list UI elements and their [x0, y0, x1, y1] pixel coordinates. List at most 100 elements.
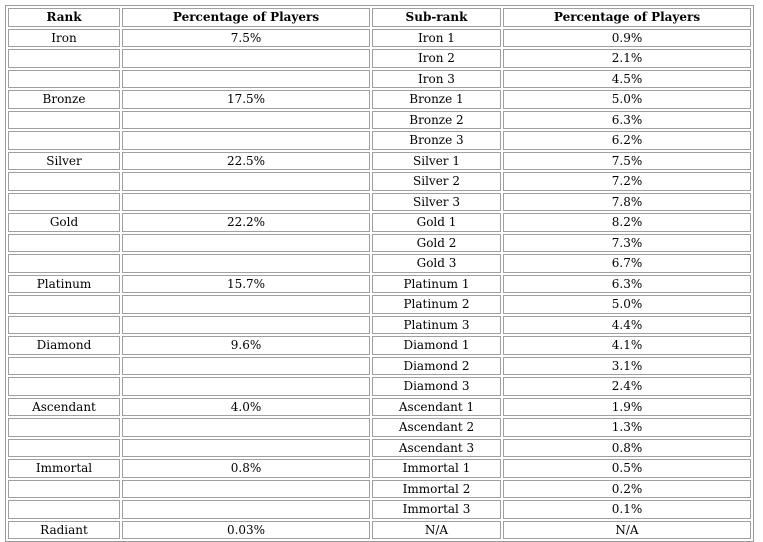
header-row: Rank Percentage of Players Sub-rank Perc…	[8, 8, 751, 27]
rank-cell	[8, 418, 120, 437]
sub-rank-cell: Immortal 3	[372, 500, 501, 519]
sub-rank-cell: Ascendant 1	[372, 397, 501, 416]
rank-cell: Diamond	[8, 336, 120, 355]
sub-rank-percentage-cell: 4.5%	[503, 69, 751, 88]
sub-rank-cell: Immortal 1	[372, 459, 501, 478]
table-row: Ascendant 2 1.3%	[8, 418, 751, 437]
rank-cell: Platinum	[8, 274, 120, 293]
sub-rank-cell: Diamond 3	[372, 377, 501, 396]
sub-rank-percentage-cell: 5.0%	[503, 90, 751, 109]
sub-rank-percentage-cell: 4.4%	[503, 315, 751, 334]
rank-cell: Ascendant	[8, 397, 120, 416]
sub-rank-cell: Ascendant 2	[372, 418, 501, 437]
rank-cell: Gold	[8, 213, 120, 232]
table-row: Immortal 2 0.2%	[8, 479, 751, 498]
sub-rank-percentage-cell: N/A	[503, 520, 751, 539]
sub-rank-cell: Bronze 3	[372, 131, 501, 150]
sub-rank-percentage-cell: 7.3%	[503, 233, 751, 252]
sub-rank-cell: Diamond 2	[372, 356, 501, 375]
sub-rank-cell: Gold 2	[372, 233, 501, 252]
header-rank-percentage: Percentage of Players	[122, 8, 370, 27]
rank-percentage-cell	[122, 49, 370, 68]
sub-rank-percentage-cell: 0.9%	[503, 28, 751, 47]
rank-cell	[8, 110, 120, 129]
rank-cell	[8, 438, 120, 457]
sub-rank-percentage-cell: 4.1%	[503, 336, 751, 355]
rank-cell	[8, 295, 120, 314]
header-rank: Rank	[8, 8, 120, 27]
table-row: Silver 3 7.8%	[8, 192, 751, 211]
rank-percentage-cell	[122, 110, 370, 129]
rank-percentage-cell	[122, 295, 370, 314]
sub-rank-cell: Platinum 1	[372, 274, 501, 293]
table-row: Silver 2 7.2%	[8, 172, 751, 191]
table-row: Bronze 2 6.3%	[8, 110, 751, 129]
rank-cell	[8, 500, 120, 519]
sub-rank-percentage-cell: 7.2%	[503, 172, 751, 191]
rank-cell: Iron	[8, 28, 120, 47]
table-row: Iron 2 2.1%	[8, 49, 751, 68]
rank-percentage-cell	[122, 131, 370, 150]
table-row: Gold 22.2% Gold 1 8.2%	[8, 213, 751, 232]
table-row: Immortal 0.8% Immortal 1 0.5%	[8, 459, 751, 478]
rank-percentage-cell: 15.7%	[122, 274, 370, 293]
sub-rank-cell: Iron 2	[372, 49, 501, 68]
sub-rank-percentage-cell: 0.5%	[503, 459, 751, 478]
sub-rank-cell: Iron 3	[372, 69, 501, 88]
sub-rank-cell: Diamond 1	[372, 336, 501, 355]
sub-rank-cell: Gold 3	[372, 254, 501, 273]
rank-cell	[8, 315, 120, 334]
sub-rank-percentage-cell: 7.5%	[503, 151, 751, 170]
sub-rank-cell: Silver 3	[372, 192, 501, 211]
sub-rank-cell: Bronze 1	[372, 90, 501, 109]
sub-rank-cell: N/A	[372, 520, 501, 539]
rank-percentage-cell: 9.6%	[122, 336, 370, 355]
rank-percentage-cell: 22.2%	[122, 213, 370, 232]
sub-rank-percentage-cell: 7.8%	[503, 192, 751, 211]
rank-percentage-cell: 0.03%	[122, 520, 370, 539]
sub-rank-percentage-cell: 0.8%	[503, 438, 751, 457]
rank-percentage-cell: 0.8%	[122, 459, 370, 478]
table-row: Bronze 17.5% Bronze 1 5.0%	[8, 90, 751, 109]
rank-percentage-cell	[122, 438, 370, 457]
sub-rank-percentage-cell: 3.1%	[503, 356, 751, 375]
rank-cell	[8, 377, 120, 396]
rank-cell	[8, 49, 120, 68]
rank-percentage-cell: 22.5%	[122, 151, 370, 170]
rank-cell: Bronze	[8, 90, 120, 109]
sub-rank-cell: Ascendant 3	[372, 438, 501, 457]
rank-percentage-cell	[122, 192, 370, 211]
sub-rank-percentage-cell: 5.0%	[503, 295, 751, 314]
table-row: Ascendant 4.0% Ascendant 1 1.9%	[8, 397, 751, 416]
rank-percentage-cell	[122, 377, 370, 396]
rank-percentage-cell: 7.5%	[122, 28, 370, 47]
table-row: Iron 3 4.5%	[8, 69, 751, 88]
sub-rank-percentage-cell: 6.7%	[503, 254, 751, 273]
table-row: Radiant 0.03% N/A N/A	[8, 520, 751, 539]
sub-rank-percentage-cell: 0.2%	[503, 479, 751, 498]
table-row: Diamond 3 2.4%	[8, 377, 751, 396]
sub-rank-percentage-cell: 2.4%	[503, 377, 751, 396]
sub-rank-percentage-cell: 1.9%	[503, 397, 751, 416]
rank-distribution-table: Rank Percentage of Players Sub-rank Perc…	[5, 5, 754, 542]
table-row: Diamond 9.6% Diamond 1 4.1%	[8, 336, 751, 355]
rank-percentage-cell	[122, 254, 370, 273]
sub-rank-percentage-cell: 6.2%	[503, 131, 751, 150]
rank-percentage-cell	[122, 172, 370, 191]
table-row: Platinum 15.7% Platinum 1 6.3%	[8, 274, 751, 293]
rank-cell	[8, 131, 120, 150]
table-row: Ascendant 3 0.8%	[8, 438, 751, 457]
sub-rank-cell: Silver 2	[372, 172, 501, 191]
rank-percentage-cell	[122, 418, 370, 437]
sub-rank-cell: Iron 1	[372, 28, 501, 47]
rank-cell	[8, 69, 120, 88]
sub-rank-percentage-cell: 8.2%	[503, 213, 751, 232]
rank-cell: Radiant	[8, 520, 120, 539]
rank-percentage-cell: 4.0%	[122, 397, 370, 416]
rank-cell	[8, 479, 120, 498]
table-row: Gold 2 7.3%	[8, 233, 751, 252]
table-row: Silver 22.5% Silver 1 7.5%	[8, 151, 751, 170]
sub-rank-percentage-cell: 1.3%	[503, 418, 751, 437]
table-body: Iron 7.5% Iron 1 0.9% Iron 2 2.1% Iron 3 4.5% Br…	[8, 28, 751, 539]
rank-percentage-cell	[122, 69, 370, 88]
